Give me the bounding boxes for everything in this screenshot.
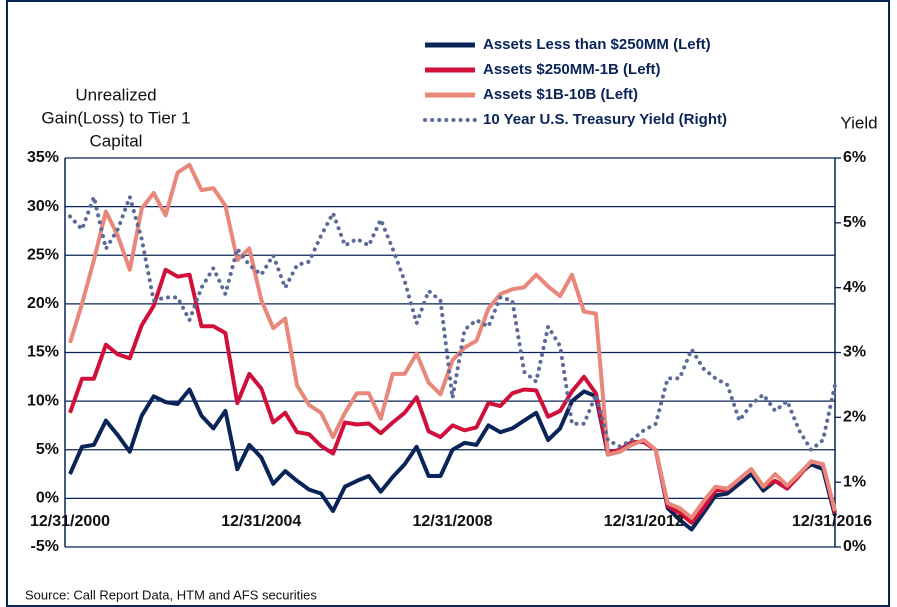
series-line — [68, 387, 837, 532]
y-tick-label: 10% — [27, 392, 59, 409]
y-tick-label: -5% — [31, 538, 59, 555]
x-tick-label: 12/31/2004 — [221, 513, 301, 530]
y-tick-label: 5% — [36, 441, 59, 458]
legend-label: 10 Year U.S. Treasury Yield (Right) — [483, 111, 727, 128]
series-line — [68, 162, 837, 520]
y-tick-label: 15% — [27, 344, 59, 361]
source-note: Source: Call Report Data, HTM and AFS se… — [25, 587, 317, 602]
y2-axis-label: Yield — [840, 113, 877, 132]
legend-label: Assets $250MM-1B (Left) — [483, 61, 661, 78]
y-tick-label: 25% — [27, 246, 59, 263]
y-tick-label: 0% — [36, 490, 59, 507]
x-tick-label: 12/31/2008 — [412, 513, 492, 530]
y-tick-label: 20% — [27, 295, 59, 312]
legend-label: Assets Less than $250MM (Left) — [483, 36, 711, 53]
x-tick-label: 12/31/2016 — [792, 513, 872, 530]
y-tick-label: 35% — [27, 149, 59, 166]
series-line — [68, 267, 837, 525]
y2-tick-label: 2% — [843, 409, 866, 426]
y-axis-label: Gain(Loss) to Tier 1 — [41, 108, 190, 127]
series-line — [68, 194, 837, 452]
y2-tick-label: 5% — [843, 214, 866, 231]
y2-tick-label: 1% — [843, 473, 866, 490]
y2-tick-label: 0% — [843, 538, 866, 555]
y-axis-label: Capital — [90, 131, 143, 150]
y2-tick-label: 3% — [843, 344, 866, 361]
y-tick-label: 30% — [27, 198, 59, 215]
legend-label: Assets $1B-10B (Left) — [483, 86, 638, 103]
frame — [6, 0, 890, 607]
x-tick-label: 12/31/2000 — [30, 513, 110, 530]
y2-tick-label: 4% — [843, 279, 866, 296]
y2-tick-label: 6% — [843, 149, 866, 166]
x-tick-label: 12/31/2012 — [604, 513, 684, 530]
y-axis-label: Unrealized — [75, 85, 156, 104]
